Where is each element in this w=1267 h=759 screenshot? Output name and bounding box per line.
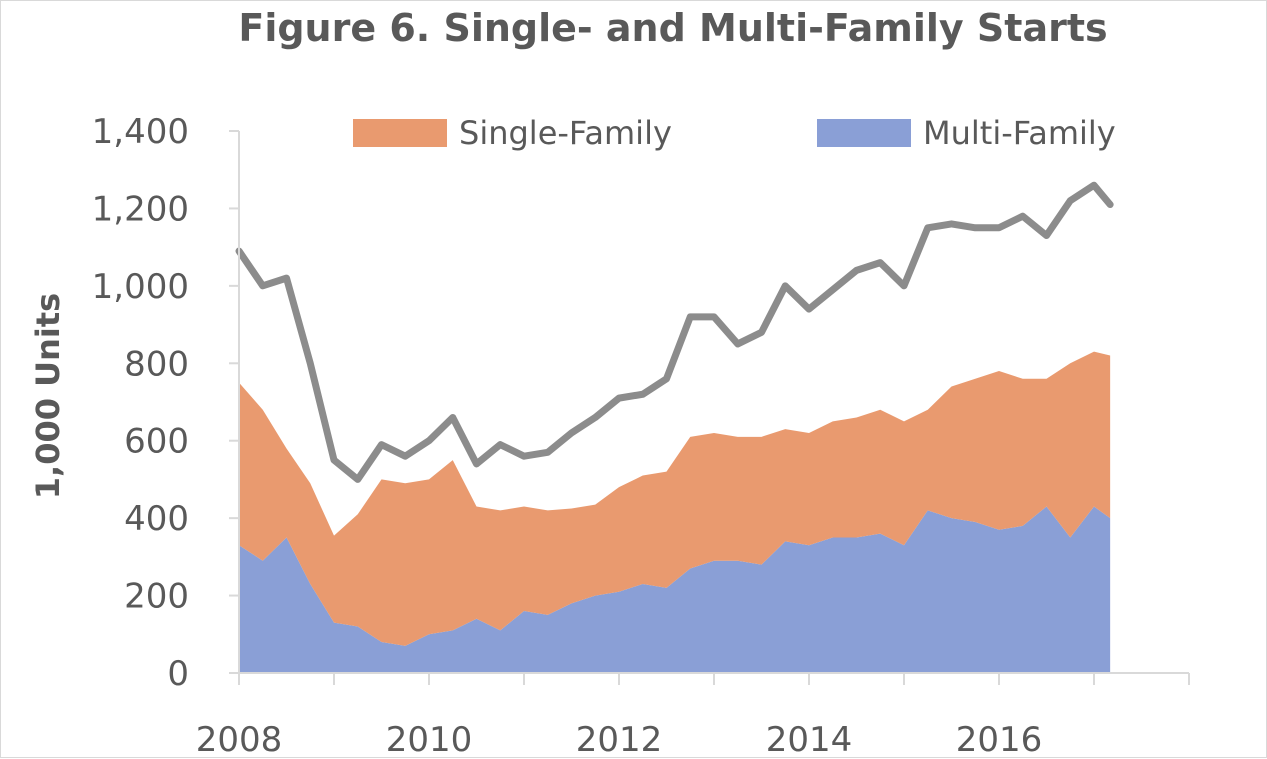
y-tick-label: 1,200 [92, 189, 189, 229]
series-lines [235, 181, 1114, 483]
y-axis-label: 1,000 Units [29, 293, 67, 499]
legend-label-multi-family: Multi-Family [923, 114, 1116, 152]
series-areas [239, 351, 1111, 673]
area-multi-family [239, 506, 1111, 673]
line-total [235, 181, 1114, 483]
legend-swatch-multi-family [817, 119, 911, 147]
x-tick-label: 2010 [386, 720, 473, 759]
y-tick-label: 400 [124, 499, 189, 539]
axes: 0 200 400 600 800 1,000 1,200 1,400 2008 2010 2012… [92, 112, 1190, 759]
legend-swatch-single-family [353, 119, 447, 147]
y-tick-label: 1,000 [92, 267, 189, 307]
chart-title: Figure 6. Single- and Multi-Family Start… [238, 6, 1107, 50]
x-tick-label: 2016 [956, 720, 1043, 759]
legend: Single-Family Multi-Family [353, 114, 1116, 152]
y-tick-label: 800 [124, 344, 189, 384]
y-tick-label: 600 [124, 422, 189, 462]
x-tick-label: 2008 [196, 720, 283, 759]
legend-label-single-family: Single-Family [459, 114, 672, 152]
y-tick-label: 0 [167, 654, 189, 694]
area-single-family [239, 351, 1111, 646]
x-tick-label: 2012 [576, 720, 663, 759]
x-tick-label: 2014 [766, 720, 853, 759]
y-tick-label: 200 [124, 577, 189, 617]
y-tick-label: 1,400 [92, 112, 189, 152]
